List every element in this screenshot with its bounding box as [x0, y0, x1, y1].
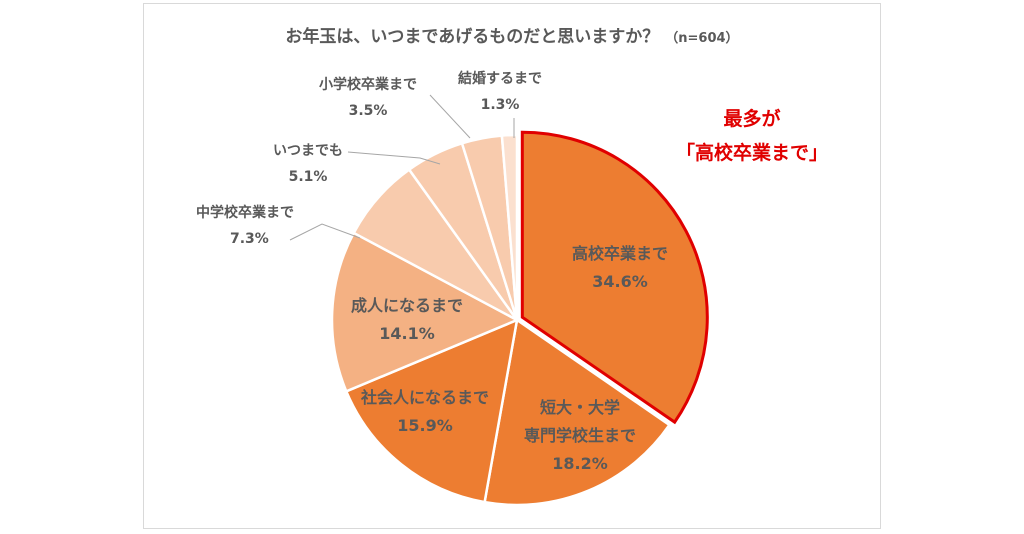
label-marriage: 結婚するまで 1.3%	[458, 71, 542, 113]
pie-slice-3	[330, 231, 520, 393]
pie-slice-1	[483, 317, 672, 507]
sample-size: （n=604）	[665, 31, 739, 46]
pie-slice-2	[344, 317, 519, 504]
chart-frame	[143, 3, 881, 529]
label-university: 短大・大学 専門学校生まで 18.2%	[523, 398, 636, 473]
pie-slice-7	[500, 133, 519, 321]
label-junior-high: 中学校卒業まで 7.3%	[196, 205, 294, 247]
label-forever: いつまでも 5.1%	[273, 143, 343, 185]
label-high-school: 高校卒業まで 34.6%	[571, 244, 668, 291]
leader-line-junior-high	[289, 223, 361, 241]
label-working-adult: 社会人になるまで 15.9%	[360, 388, 489, 435]
title-text: お年玉は、いつまであげるものだと思いますか？	[285, 27, 660, 47]
label-adult: 成人になるまで 14.1%	[350, 296, 463, 343]
leader-line-forever	[347, 151, 441, 165]
callout-most: 最多が 「高校卒業まで」	[676, 108, 829, 164]
label-elementary: 小学校卒業まで 3.5%	[319, 77, 417, 119]
chart-title: お年玉は、いつまであげるものだと思いますか？ （n=604）	[0, 22, 1024, 47]
leader-line-elementary	[429, 94, 471, 139]
pie-slice-0	[520, 130, 709, 425]
